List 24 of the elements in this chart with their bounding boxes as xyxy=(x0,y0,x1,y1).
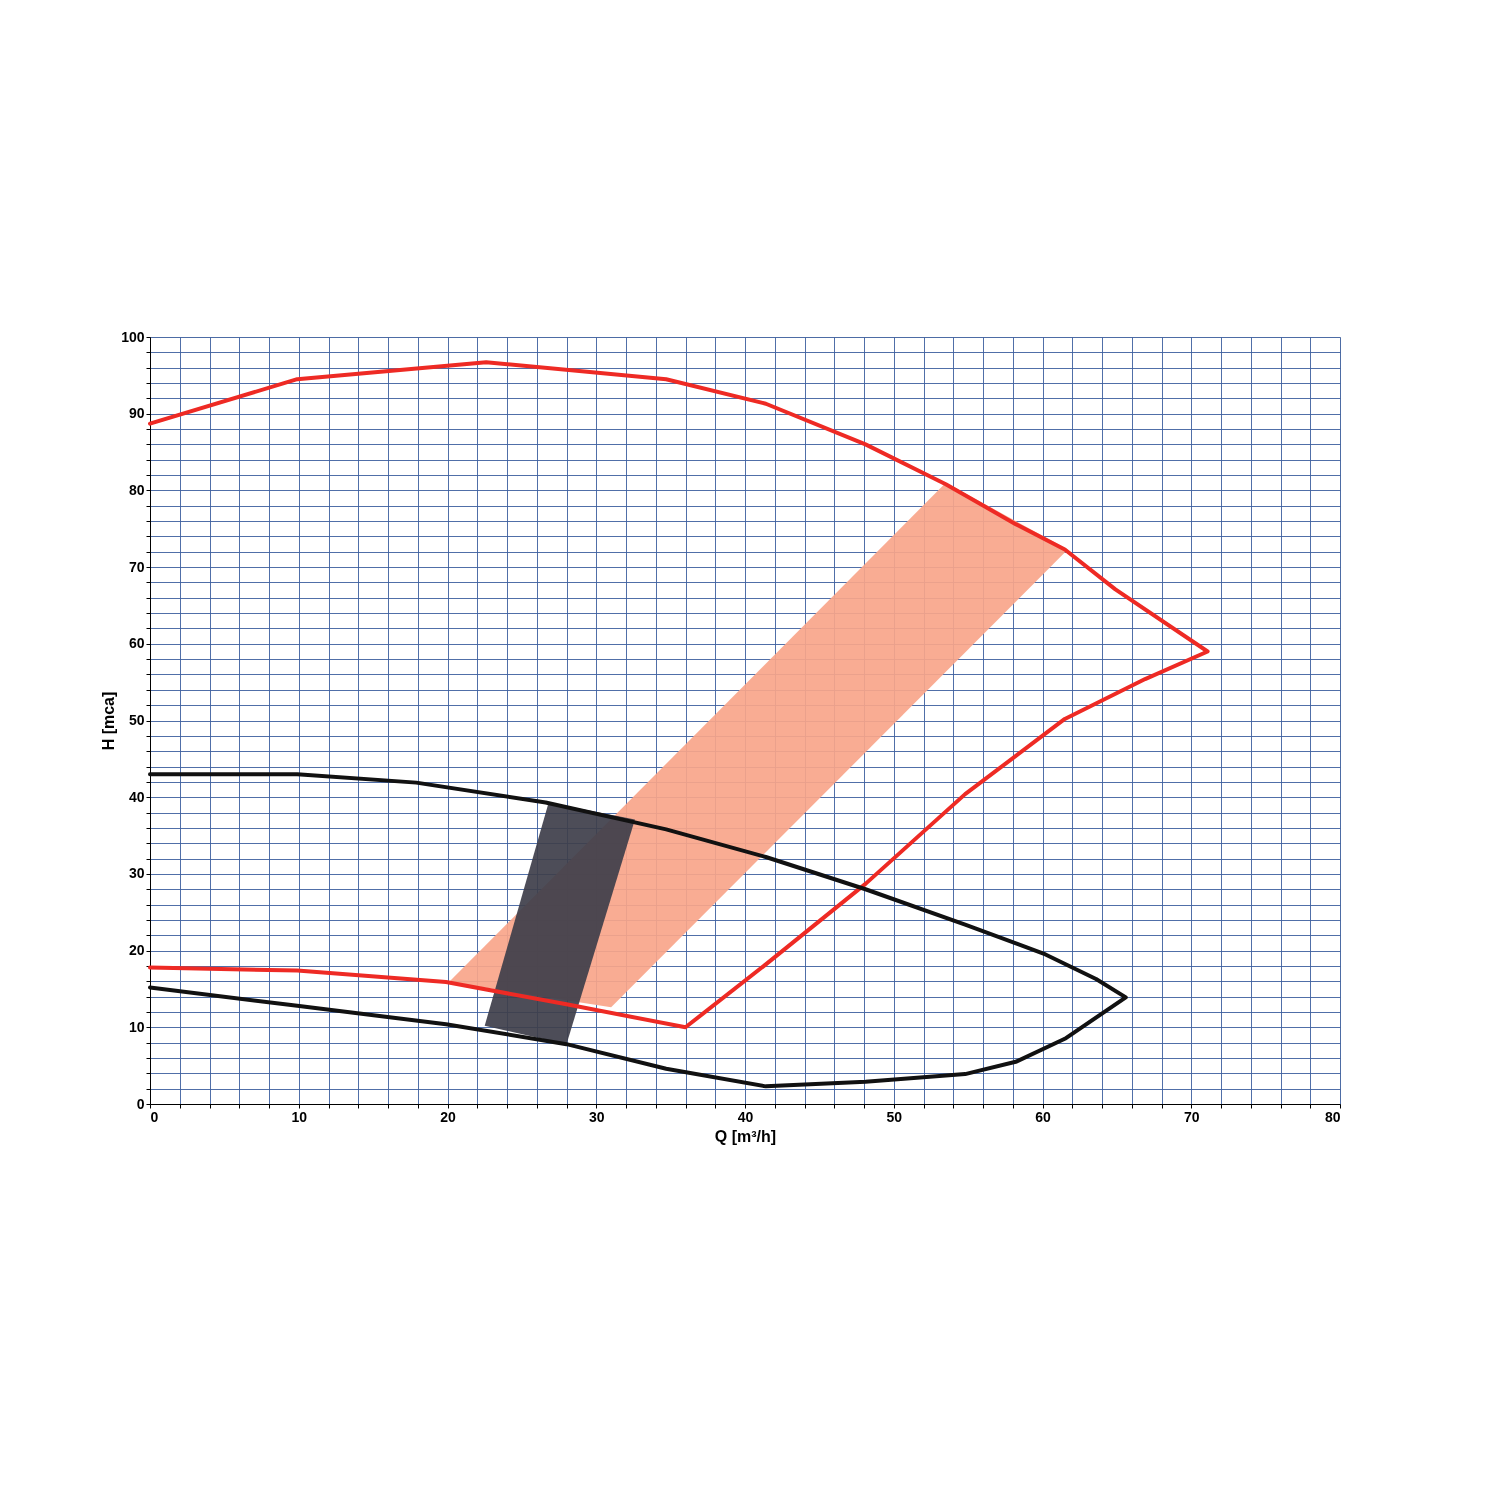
x-tick-label: 80 xyxy=(1324,1108,1341,1125)
y-tick-label: 60 xyxy=(128,635,145,652)
y-tick-label: 70 xyxy=(128,558,145,575)
y-tick-label: 90 xyxy=(128,405,145,422)
y-axis-title: H [mca] xyxy=(100,691,118,751)
x-tick-label: 40 xyxy=(737,1108,754,1125)
y-tick-label: 10 xyxy=(128,1018,145,1035)
y-tick-label: 0 xyxy=(136,1095,145,1112)
y-tick-label: 30 xyxy=(128,865,145,882)
x-axis-title: Q [m³/h] xyxy=(714,1127,777,1145)
x-tick-label: 50 xyxy=(886,1108,903,1125)
y-tick-label: 20 xyxy=(128,942,145,959)
x-tick-label: 60 xyxy=(1035,1108,1051,1125)
x-tick-label: 70 xyxy=(1183,1108,1200,1125)
y-tick-label: 50 xyxy=(128,712,145,728)
x-tick-label: 30 xyxy=(588,1108,605,1125)
line-series xyxy=(148,360,1210,1030)
y-tick-label: 80 xyxy=(128,481,145,498)
x-tick-label: 0 xyxy=(150,1108,159,1125)
x-tick-label: 10 xyxy=(291,1108,308,1125)
y-tick-label: 100 xyxy=(121,328,145,345)
y-tick-label: 40 xyxy=(128,788,145,805)
x-tick-label: 20 xyxy=(440,1108,456,1125)
line-series xyxy=(148,772,1128,1089)
